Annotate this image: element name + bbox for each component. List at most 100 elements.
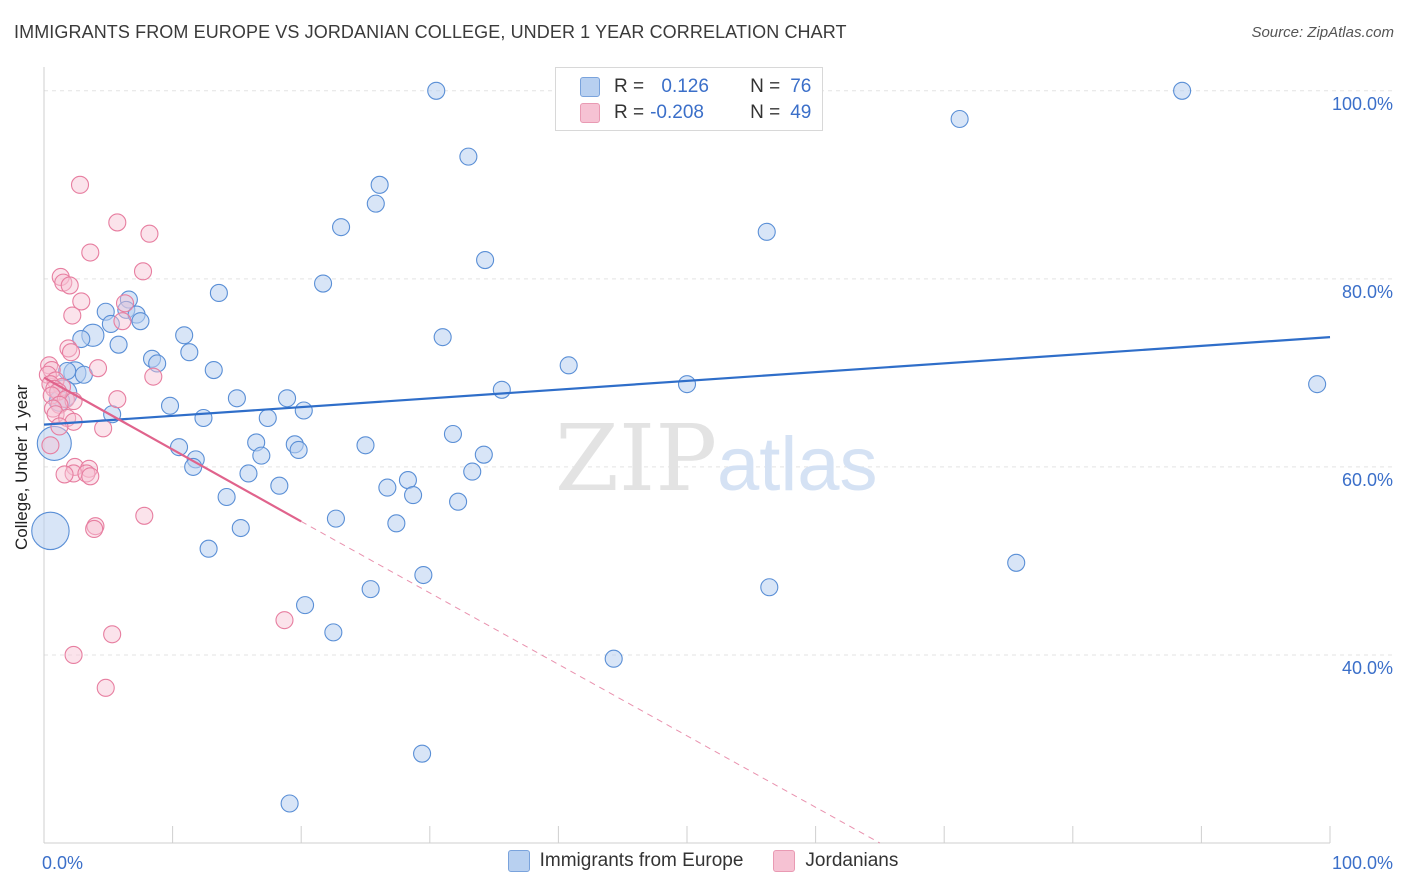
point-jordanians [50, 417, 69, 436]
point-immigrants [459, 147, 478, 166]
point-immigrants [433, 328, 452, 347]
point-jordanians [70, 175, 90, 194]
y-tick-label: 60.0% [1342, 470, 1393, 490]
legend-r-value: -0.208 [650, 102, 704, 123]
point-jordanians [41, 436, 60, 455]
point-immigrants [361, 580, 380, 599]
point-jordanians [64, 645, 83, 665]
point-immigrants [31, 511, 70, 551]
point-immigrants [109, 335, 128, 354]
legend-swatch-pink [773, 850, 796, 872]
legend-label-jordanians: Jordanians [805, 850, 899, 871]
point-immigrants [131, 312, 150, 331]
y-tick-label: 40.0% [1342, 658, 1393, 678]
point-immigrants [387, 514, 406, 533]
point-immigrants [950, 109, 969, 129]
point-immigrants [175, 326, 194, 345]
point-immigrants [427, 81, 446, 100]
point-immigrants [492, 380, 511, 399]
legend-n-label: N = [750, 76, 781, 97]
point-immigrants [559, 356, 578, 375]
point-jordanians [40, 356, 59, 375]
tick-labels: 40.0% 60.0% 80.0% 100.0% 0.0% 100.0% [42, 94, 1393, 873]
point-immigrants [366, 194, 385, 213]
point-jordanians [42, 386, 61, 405]
legend-swatch-blue [507, 850, 530, 872]
point-immigrants [463, 462, 482, 481]
legend-row-pink: R = -0.208 N = 49 [580, 101, 811, 125]
grid-lines [44, 90, 1392, 656]
legend-item-immigrants[interactable]: Immigrants from Europe [507, 850, 743, 872]
point-immigrants [1007, 553, 1026, 572]
point-immigrants [101, 314, 120, 334]
watermark-atlas: atlas [717, 422, 878, 507]
legend-r-label: R = [614, 76, 645, 97]
y-tick-label: 100.0% [1332, 94, 1393, 114]
point-jordanians [63, 306, 82, 325]
point-immigrants [398, 471, 417, 490]
point-immigrants [289, 440, 308, 460]
point-immigrants [760, 578, 779, 597]
trend-line-jordanians [43, 376, 302, 523]
point-jordanians [88, 359, 108, 378]
point-jordanians [103, 625, 122, 644]
legend-n-value: 76 [790, 76, 812, 97]
point-immigrants [326, 509, 345, 528]
point-jordanians [140, 224, 159, 243]
point-jordanians [94, 419, 113, 438]
point-immigrants [72, 329, 91, 349]
point-immigrants [204, 361, 223, 380]
point-jordanians [96, 678, 115, 697]
legend-r-value: 0.126 [656, 76, 709, 97]
point-immigrants [604, 649, 623, 668]
point-immigrants [356, 436, 375, 455]
watermark-zip: ZIP [555, 405, 717, 512]
point-jordanians [115, 294, 135, 313]
legend-n-label: N = [750, 102, 781, 123]
point-immigrants [677, 375, 697, 394]
source-credit: Source: ZipAtlas.com [1251, 24, 1394, 41]
point-immigrants [449, 492, 468, 511]
point-jordanians [133, 262, 153, 281]
point-jordanians [108, 390, 127, 409]
point-immigrants [194, 408, 213, 428]
point-immigrants [270, 476, 289, 495]
point-immigrants [278, 389, 297, 408]
x-tick-label-min: 0.0% [42, 853, 83, 873]
point-immigrants [332, 218, 351, 237]
trend-line-jordanians-extension [300, 520, 881, 844]
point-immigrants [280, 794, 299, 813]
point-immigrants [378, 478, 397, 497]
point-immigrants [413, 744, 432, 763]
point-jordanians [275, 611, 294, 630]
point-jordanians [65, 457, 84, 476]
point-immigrants [296, 596, 315, 615]
series-legend: Immigrants from Europe Jordanians [0, 850, 1406, 872]
point-jordanians [60, 276, 79, 295]
point-jordanians [81, 467, 100, 486]
point-immigrants [227, 389, 246, 408]
point-jordanians [55, 465, 74, 484]
legend-swatch-pink [580, 103, 600, 123]
point-jordanians [144, 367, 163, 386]
point-jordanians [81, 243, 100, 262]
point-immigrants [757, 222, 776, 241]
point-jordanians [85, 519, 104, 539]
point-immigrants [1173, 81, 1192, 100]
point-jordanians [61, 343, 81, 362]
point-jordanians [72, 292, 91, 311]
point-immigrants [1308, 375, 1327, 394]
legend-n-value: 49 [790, 102, 812, 123]
trend-line-immigrants [43, 336, 1331, 426]
point-immigrants [180, 343, 199, 362]
y-tick-label: 80.0% [1342, 282, 1393, 302]
point-jordanians [135, 506, 154, 525]
point-immigrants [404, 486, 423, 505]
legend-item-jordanians[interactable]: Jordanians [773, 850, 898, 872]
point-immigrants [239, 464, 258, 483]
point-immigrants [443, 424, 462, 444]
point-immigrants [160, 396, 180, 415]
point-immigrants [258, 408, 277, 428]
x-tick-label-max: 100.0% [1332, 853, 1393, 873]
